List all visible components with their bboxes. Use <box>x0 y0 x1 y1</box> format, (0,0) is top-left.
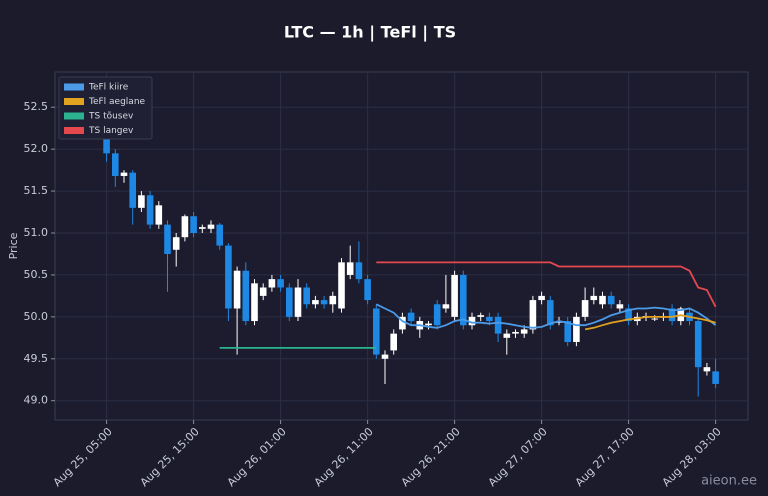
candle-body <box>129 172 136 208</box>
legend: TeFl kiire TeFl aeglane TS tõusev TS langev <box>58 76 153 140</box>
chart-title: LTC — 1h | TeFl | TS <box>284 23 456 43</box>
candle-body <box>355 262 363 280</box>
candle-body <box>320 300 328 305</box>
indicator-line <box>584 314 716 331</box>
candle-body <box>581 300 589 317</box>
candle-body <box>146 195 154 225</box>
y-axis-label: Price <box>7 232 20 259</box>
candle-body <box>312 300 319 305</box>
candle-body <box>547 300 554 326</box>
candle-body <box>277 279 284 288</box>
candle-body <box>433 304 441 326</box>
candle-body <box>259 287 267 296</box>
candle-body <box>607 295 615 305</box>
watermark: aieon.ee <box>701 474 757 489</box>
candle-body <box>120 172 128 176</box>
candle-body <box>425 323 432 326</box>
legend-swatch <box>64 98 84 105</box>
y-tick-label: 50.5 <box>24 268 49 281</box>
candle-body <box>616 304 624 309</box>
y-tick-label: 50.0 <box>24 310 49 323</box>
candle-body <box>399 316 406 330</box>
legend-label: TeFl aeglane <box>88 97 146 107</box>
candle-body <box>207 224 215 229</box>
legend-label: TS tõusev <box>88 112 134 122</box>
plot-area <box>54 71 749 421</box>
candle-body <box>172 237 180 250</box>
candle-body <box>164 224 171 254</box>
candle-body <box>564 321 571 343</box>
candle-body <box>573 316 580 343</box>
candle-body <box>138 195 145 208</box>
y-tick-label: 51.0 <box>24 226 49 239</box>
candle-body <box>190 216 197 234</box>
candle-body <box>233 270 241 309</box>
legend-swatch <box>64 83 84 91</box>
candle-body <box>694 321 702 368</box>
candle-body <box>529 300 537 330</box>
candle-body <box>538 295 545 301</box>
candle-body <box>520 329 528 334</box>
candle-body <box>703 367 711 372</box>
candle-body <box>477 315 484 317</box>
candle-body <box>625 308 632 322</box>
candle-body <box>651 318 658 320</box>
legend-label: TeFl kiire <box>88 83 129 93</box>
candle-body <box>381 354 389 359</box>
candle-body <box>468 316 476 326</box>
candle-body <box>346 262 354 275</box>
y-tick-label: 49.5 <box>24 352 49 365</box>
candle-body <box>329 295 337 305</box>
candle-body <box>364 279 371 301</box>
candle-body <box>181 216 189 238</box>
candle-body <box>407 312 415 322</box>
candle-body <box>668 308 676 322</box>
candle-body <box>451 274 458 317</box>
legend-swatch <box>64 127 84 134</box>
legend-label: TS langev <box>88 126 134 136</box>
candle-body <box>373 308 380 355</box>
candle-body <box>512 331 519 334</box>
y-tick-label: 52.5 <box>24 100 49 113</box>
candle-body <box>112 153 119 176</box>
candle-body <box>286 287 293 317</box>
candle-body <box>225 245 232 309</box>
indicator-line <box>376 261 717 308</box>
candle-body <box>199 227 206 229</box>
y-tick-label: 49.0 <box>24 394 49 407</box>
candle-body <box>390 333 397 351</box>
candle-body <box>486 316 493 322</box>
candle-body <box>216 224 223 246</box>
y-tick-label: 52.0 <box>24 142 49 155</box>
candle-body <box>268 279 276 288</box>
candle-body <box>294 287 302 317</box>
candle-body <box>303 287 310 305</box>
legend-swatch <box>64 112 84 120</box>
candle-body <box>155 205 163 225</box>
candle-body <box>494 316 502 334</box>
candle-body <box>712 371 719 384</box>
legend-box <box>58 76 153 140</box>
candle-body <box>460 274 467 326</box>
candle-body <box>442 304 450 309</box>
candle-body <box>338 262 345 309</box>
candle-body <box>103 128 110 154</box>
candle-body <box>590 295 598 301</box>
candle-body <box>242 270 250 322</box>
candle-body <box>251 283 258 322</box>
indicator-line <box>375 303 717 329</box>
y-tick-label: 51.5 <box>24 184 49 197</box>
candle-body <box>503 333 511 338</box>
candle-body <box>599 295 606 305</box>
